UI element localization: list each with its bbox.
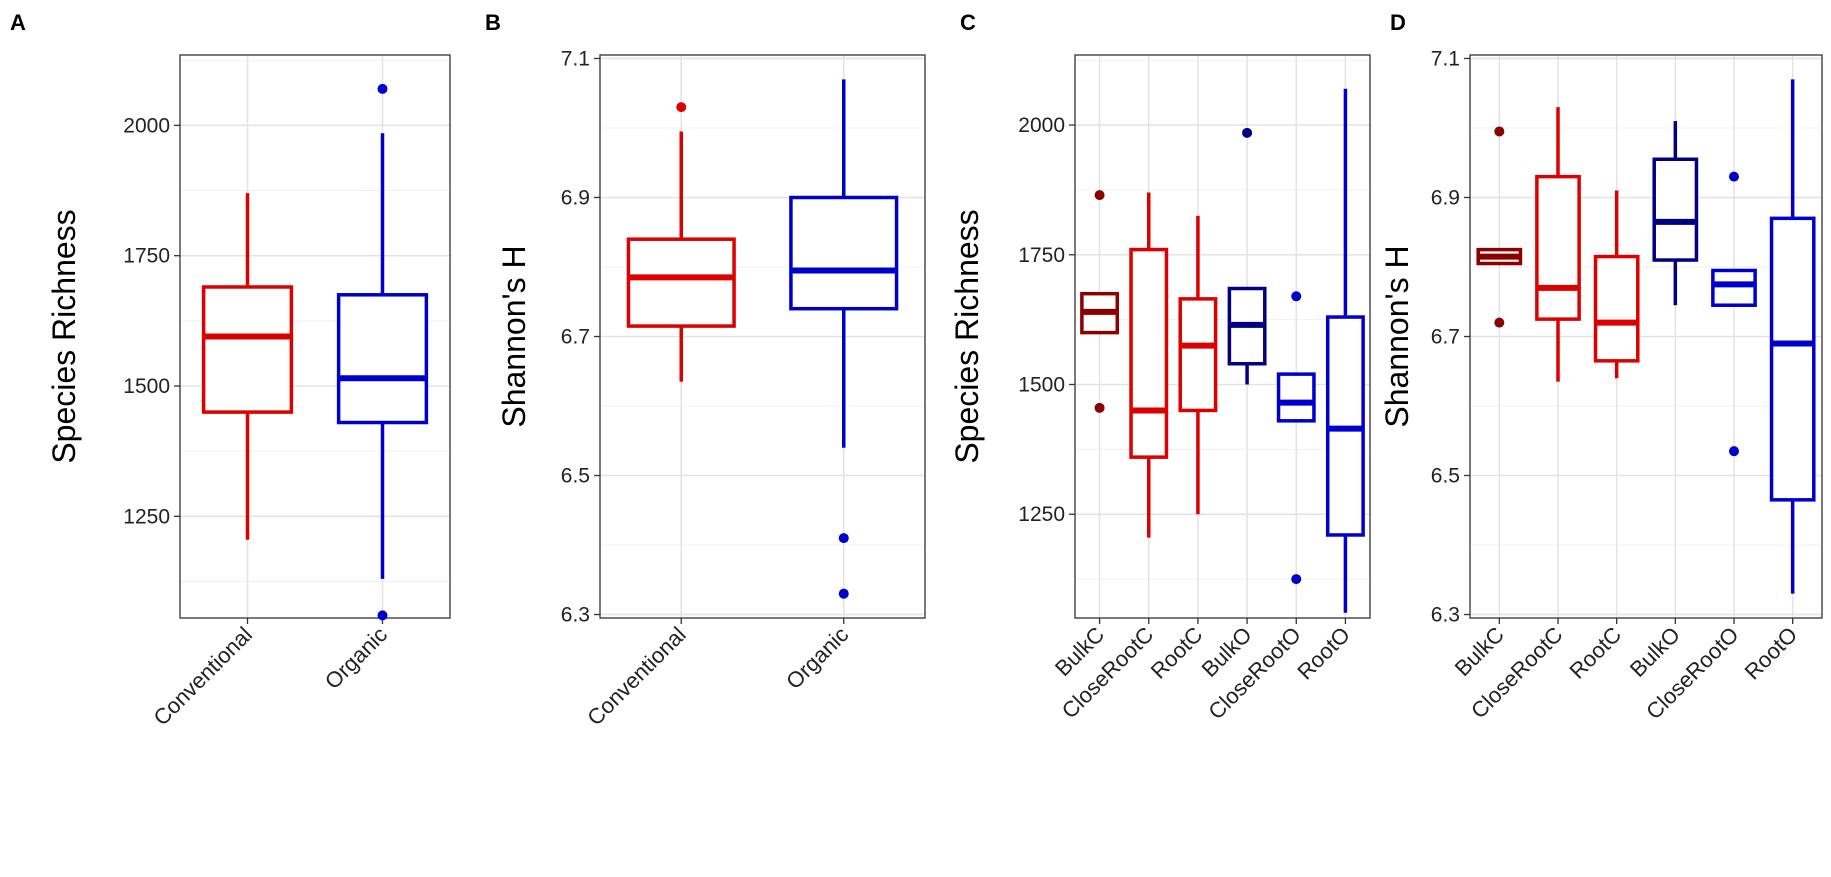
box-closerooto — [1711, 171, 1757, 457]
outlier-point — [838, 588, 849, 599]
x-tick-label: RootO — [1292, 622, 1355, 685]
box-rootc — [1593, 190, 1640, 379]
panel-b: 6.3 6.5 6.7 6.9 7.1 Shannon's H Conventional Or… — [496, 47, 926, 730]
y-tick-label: 1500 — [123, 375, 170, 398]
panel-letter-a: A — [10, 10, 26, 35]
box-bulko — [1227, 127, 1267, 385]
y-tick-label: 7.1 — [561, 47, 590, 70]
x-tick-label: RootO — [1740, 622, 1803, 685]
panel-letter-d: D — [1390, 10, 1406, 35]
y-tick-label: 1750 — [1018, 244, 1065, 267]
outlier-point — [1494, 317, 1505, 328]
y-tick-label: 6.3 — [561, 604, 590, 627]
box-iqr — [626, 237, 736, 328]
box-rooto — [1325, 88, 1365, 613]
box-bulko — [1652, 121, 1699, 306]
box-organic — [789, 79, 899, 599]
box-iqr — [1276, 372, 1316, 423]
outlier-point — [1494, 126, 1505, 137]
y-tick-label: 6.5 — [1431, 465, 1460, 488]
panel-letter-b: B — [485, 10, 501, 35]
box-iqr — [201, 285, 294, 414]
box-iqr — [336, 293, 429, 425]
x-tick-label: Organic — [320, 622, 392, 694]
y-tick-label: 7.1 — [1431, 47, 1460, 70]
box-iqr — [1769, 216, 1816, 502]
box-iqr — [789, 195, 899, 311]
panels: 1250 1500 1750 2000 Species Richness Conventi… — [46, 47, 1823, 730]
outlier-point — [1242, 127, 1253, 138]
outlier-point — [1094, 190, 1105, 201]
panel-a: 1250 1500 1750 2000 Species Richness Conventi… — [46, 54, 451, 730]
y-axis-title: Shannon's H — [496, 245, 532, 427]
panel-border — [1074, 54, 1371, 619]
plot-background — [1075, 55, 1370, 618]
outlier-point — [1291, 574, 1302, 585]
y-tick-label: 6.7 — [561, 326, 590, 349]
y-tick-label: 6.3 — [1431, 604, 1460, 627]
box-conventional — [201, 193, 294, 540]
panel-letter-c: C — [960, 10, 976, 35]
box-closerootc — [1129, 192, 1169, 538]
box-conventional — [626, 102, 736, 382]
box-bulkc — [1080, 190, 1120, 413]
outlier-point — [1729, 446, 1739, 457]
box-iqr — [1711, 268, 1757, 307]
box-iqr — [1652, 157, 1699, 262]
outlier-point — [1291, 291, 1302, 302]
outlier-point — [1729, 171, 1739, 182]
box-iqr — [1593, 254, 1640, 363]
x-tick-label: RootC — [1146, 622, 1208, 684]
y-tick-label: 6.5 — [561, 465, 590, 488]
box-closerooto — [1276, 291, 1316, 585]
y-axis-title: Species Richness — [46, 209, 82, 463]
panel-border — [179, 54, 451, 619]
outlier-point — [1094, 402, 1105, 413]
y-tick-label: 1500 — [1018, 373, 1065, 396]
box-rootc — [1178, 215, 1218, 515]
box-rooto — [1769, 79, 1816, 594]
outlier-point — [377, 610, 388, 621]
y-tick-label: 6.7 — [1431, 326, 1460, 349]
box-closerootc — [1535, 107, 1581, 382]
y-tick-label: 1250 — [123, 505, 170, 528]
x-tick-label: Organic — [781, 622, 853, 694]
box-bulkc — [1476, 126, 1523, 328]
box-iqr — [1535, 174, 1581, 321]
x-tick-label: Conventional — [582, 622, 690, 730]
box-iqr — [1178, 297, 1218, 413]
y-tick-label: 1750 — [123, 245, 170, 268]
y-tick-label: 2000 — [123, 114, 170, 137]
y-axis-title: Shannon's H — [1379, 245, 1415, 427]
box-organic — [336, 83, 429, 621]
x-tick-label: RootC — [1564, 622, 1626, 684]
y-tick-label: 2000 — [1018, 114, 1065, 137]
box-iqr — [1129, 247, 1169, 459]
y-axis-title: Species Richness — [949, 209, 985, 463]
outlier-point — [838, 533, 849, 544]
x-tick-label: Conventional — [149, 622, 257, 730]
y-tick-label: 6.9 — [1431, 186, 1460, 209]
outlier-point — [676, 102, 687, 113]
outlier-point — [377, 83, 388, 94]
y-tick-label: 1250 — [1018, 503, 1065, 526]
y-tick-label: 6.9 — [561, 186, 590, 209]
